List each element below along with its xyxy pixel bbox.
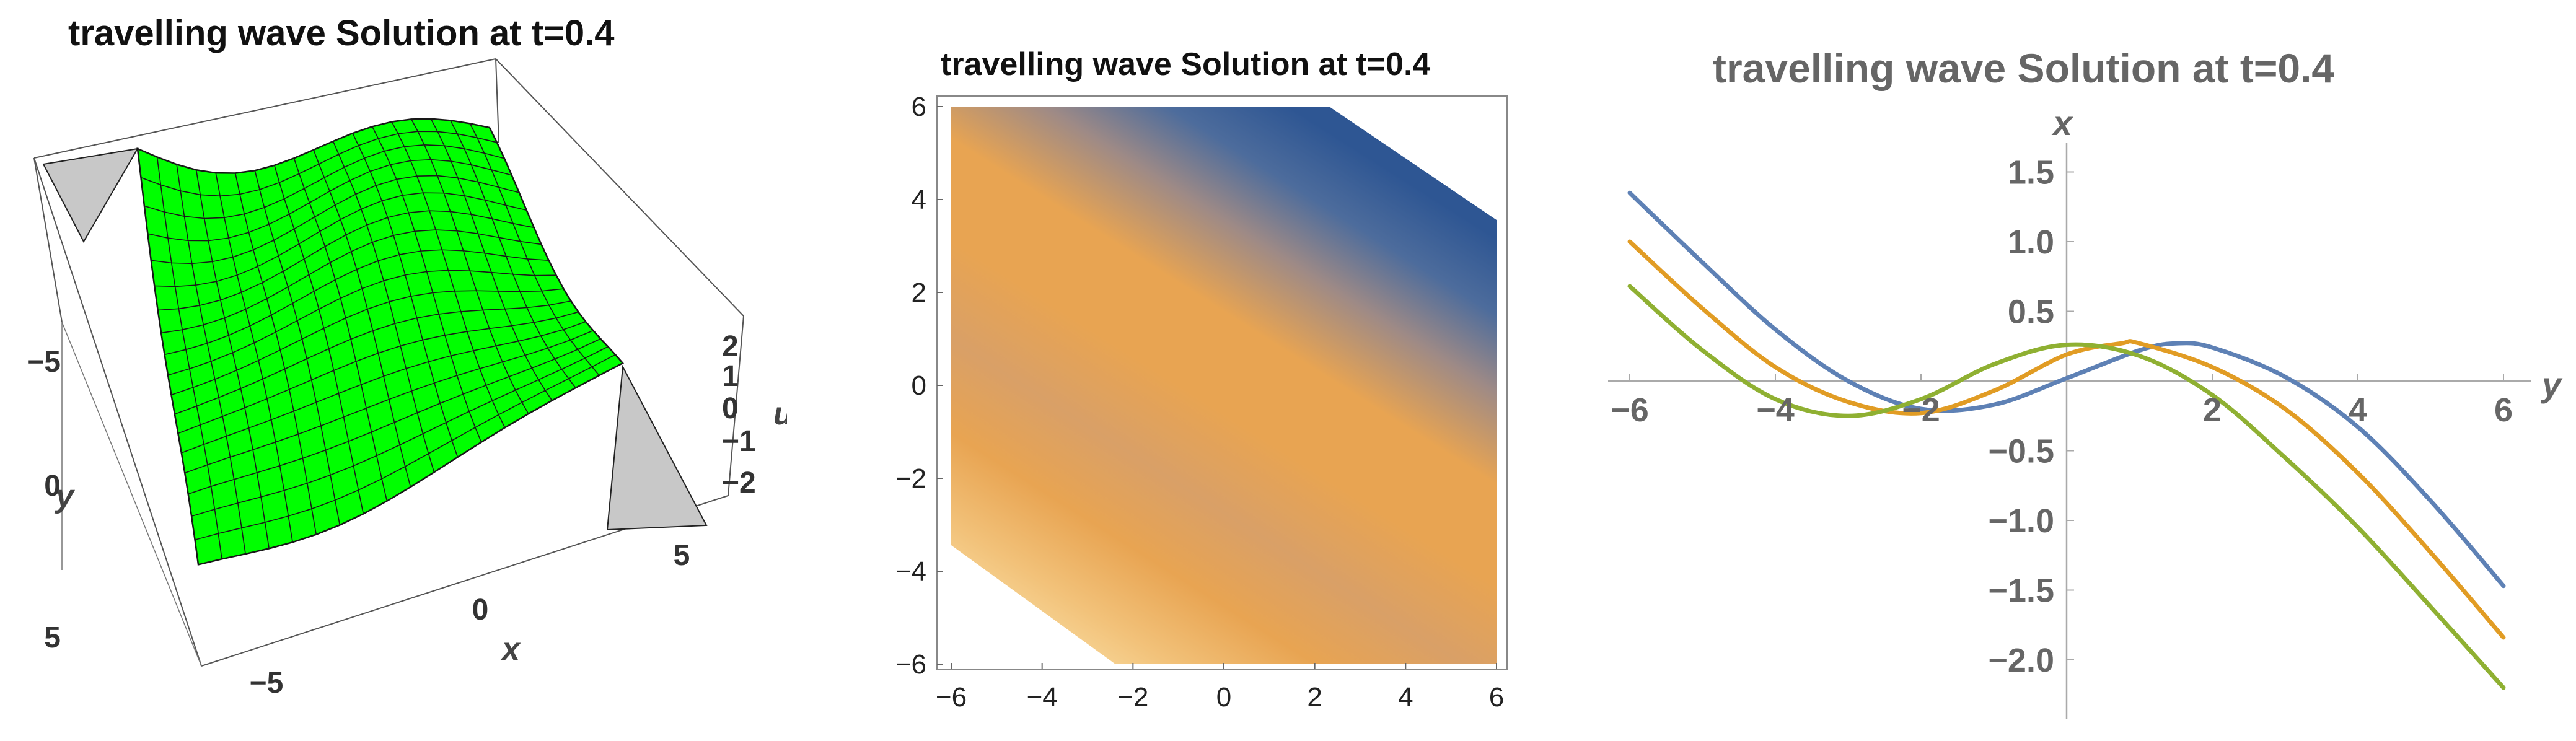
y-tick-label: 6: [912, 92, 926, 122]
mesh-line: [157, 210, 534, 311]
z-tick-label: −2: [722, 467, 756, 499]
x-tick-label: −5: [250, 667, 284, 699]
box-edge: [495, 58, 499, 143]
chart-title-line: travelling wave Solution at t=0.4: [1713, 45, 2335, 91]
x-tick-label: 0: [1216, 682, 1231, 712]
x-tick-label: 2: [1307, 682, 1322, 712]
box-edge: [495, 58, 744, 317]
box-edge: [33, 58, 496, 159]
y-tick-label: 0: [912, 370, 926, 401]
y-tick-label: −4: [895, 556, 926, 587]
mesh-line: [164, 249, 549, 356]
x-axis-label: x: [500, 631, 521, 667]
z-tick-label: 2: [722, 330, 739, 363]
x-axis-label: y: [2540, 365, 2563, 404]
heatmap-frame: [936, 95, 1508, 670]
box-edge: [33, 157, 202, 667]
y-tick-label: 0: [44, 470, 61, 502]
x-tick-label: 2: [2203, 392, 2222, 429]
mesh-line: [144, 144, 505, 219]
y-tick-label: −1.0: [1988, 502, 2054, 540]
y-tick-label: 5: [44, 621, 61, 654]
mesh-line: [191, 346, 609, 517]
x-tick-label: 5: [674, 539, 690, 572]
x-tick-label: 4: [2349, 392, 2367, 429]
y-tick-label: 1.5: [2008, 154, 2054, 191]
x-tick-label: −4: [1756, 392, 1795, 429]
y-axis-label: y: [54, 478, 76, 514]
y-tick-label: −5: [27, 346, 61, 379]
y-ticks: 6 4 2 0 −2 −4 −6: [895, 92, 943, 680]
heatmap-image: [951, 107, 1497, 664]
y-tick-label: 1.0: [2008, 224, 2054, 261]
y-tick-label: −1.5: [1988, 572, 2054, 610]
y-tick-label: 4: [912, 185, 926, 215]
y-tick-label: 0.5: [2008, 294, 2054, 331]
x-tick-label: 4: [1398, 682, 1413, 712]
mesh-line: [178, 311, 579, 434]
x-tick-label: −2: [1117, 682, 1148, 712]
x-tick-label: −6: [936, 682, 967, 712]
x-tick-label: 6: [1489, 682, 1504, 712]
density-region: [951, 107, 1497, 664]
mesh-line: [188, 338, 601, 495]
mesh-line: [198, 362, 623, 566]
heatmap-plot: −6 −4 −2 0 2 4 6 6 4 2 0 −2 −4 −6: [895, 92, 1508, 712]
series-line-1: [1627, 190, 2506, 589]
clipped-regions: [42, 147, 708, 531]
mesh-line: [181, 321, 586, 454]
y-tick-label: −6: [895, 649, 926, 680]
z-tick-label: 0: [722, 392, 739, 425]
chart-title-3d: travelling wave Solution at t=0.4: [68, 13, 615, 53]
chart-title-heatmap: travelling wave Solution at t=0.4: [941, 46, 1431, 82]
series-line-3: [1627, 284, 2506, 690]
y-tick-label: −2.0: [1988, 642, 2054, 679]
mesh-line: [195, 354, 616, 541]
panel-3d-surface: travelling wave Solution at t=0.4 −5 0 5 −5…: [0, 0, 787, 741]
x-tick-label: 6: [2494, 392, 2513, 429]
panel-line-plot: travelling wave Solution at t=0.4 −6 −4 −2…: [1586, 0, 2576, 741]
series-lines: [1627, 190, 2506, 690]
x-tick-label: −2: [1902, 392, 1940, 429]
x-tick-label: −6: [1611, 392, 1649, 429]
box-edge: [33, 157, 63, 323]
x-ticks: −6 −4 −2 0 2 4 6: [936, 663, 1504, 712]
panel-heatmap: travelling wave Solution at t=0.4 −6 −4 −2…: [855, 0, 1549, 741]
mesh-line: [147, 159, 512, 242]
surface-mesh: [136, 118, 624, 566]
box-edge: [728, 315, 744, 496]
mesh-line: [160, 229, 542, 334]
y-tick-label: −2: [895, 463, 926, 494]
x-tick-label: 0: [472, 594, 489, 626]
mesh-line: [151, 175, 519, 265]
y-tick-label: 2: [912, 278, 926, 308]
mesh-line: [154, 192, 527, 287]
mesh-line: [171, 288, 564, 396]
line-plot: −6 −4 −2 2 4 6 1.5 1.0 0.5 −0.5 −1.0 −1.5 −2.0 y x: [1608, 103, 2563, 719]
mesh-line: [174, 300, 571, 415]
y-axis-label: x: [2051, 103, 2074, 142]
mesh-line: [141, 131, 498, 197]
x-ticks: −6 −4 −2 2 4 6: [1611, 374, 2513, 429]
z-tick-label: −1: [722, 425, 756, 458]
clipped-region: [42, 147, 139, 243]
y-tick-label: −0.5: [1988, 433, 2054, 470]
mesh-line: [167, 270, 556, 376]
mesh-line: [184, 330, 594, 474]
z-tick-label: 1: [722, 360, 739, 393]
mesh-line: [137, 118, 490, 174]
clipped-region: [606, 364, 708, 531]
z-axis-label: u: [773, 396, 787, 432]
x-tick-label: −4: [1027, 682, 1058, 712]
axes: [1608, 142, 2531, 719]
y-ticks: 1.5 1.0 0.5 −0.5 −1.0 −1.5 −2.0: [1988, 154, 2074, 679]
box-edge: [61, 322, 202, 667]
